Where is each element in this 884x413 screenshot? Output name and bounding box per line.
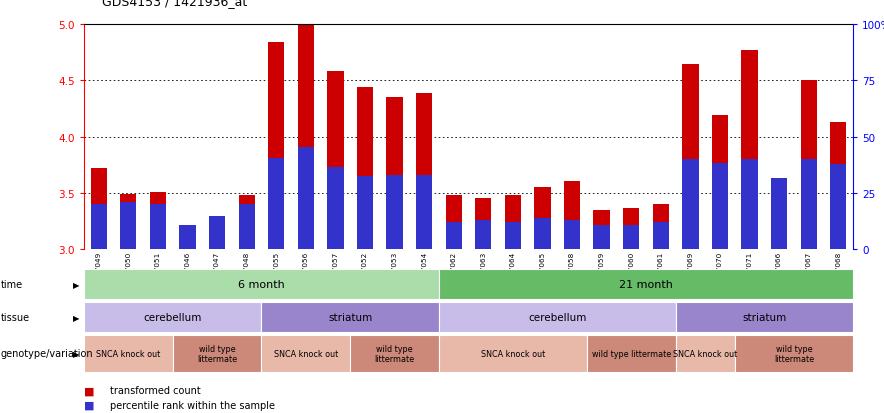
Bar bbox=[476, 198, 492, 250]
Text: ■: ■ bbox=[84, 400, 95, 410]
Bar bbox=[416, 93, 432, 250]
Bar bbox=[172, 335, 262, 372]
Bar bbox=[268, 43, 285, 250]
Text: percentile rank within the sample: percentile rank within the sample bbox=[110, 400, 276, 410]
Bar bbox=[262, 335, 350, 372]
Text: SNCA knock out: SNCA knock out bbox=[274, 349, 338, 358]
Text: genotype/variation: genotype/variation bbox=[1, 349, 94, 358]
Bar bbox=[675, 303, 853, 332]
Bar bbox=[505, 196, 521, 250]
Bar bbox=[564, 181, 580, 250]
Bar bbox=[239, 205, 255, 250]
Bar bbox=[593, 225, 610, 250]
Bar bbox=[209, 219, 225, 250]
Bar bbox=[91, 205, 107, 250]
Bar bbox=[712, 163, 728, 250]
Bar bbox=[682, 160, 698, 250]
Bar bbox=[682, 65, 698, 250]
Bar bbox=[534, 218, 551, 250]
Bar bbox=[386, 176, 403, 250]
Bar bbox=[771, 179, 788, 250]
Bar bbox=[84, 270, 439, 299]
Bar bbox=[593, 211, 610, 250]
Bar bbox=[439, 303, 675, 332]
Text: SNCA knock out: SNCA knock out bbox=[481, 349, 545, 358]
Bar bbox=[801, 81, 817, 250]
Bar bbox=[446, 223, 461, 250]
Bar bbox=[149, 205, 166, 250]
Text: SNCA knock out: SNCA knock out bbox=[96, 349, 161, 358]
Text: cerebellum: cerebellum bbox=[143, 313, 202, 323]
Bar bbox=[298, 147, 314, 250]
Text: tissue: tissue bbox=[1, 313, 30, 323]
Text: wild type
littermate: wild type littermate bbox=[375, 344, 415, 363]
Bar bbox=[652, 205, 669, 250]
Bar bbox=[534, 188, 551, 250]
Bar bbox=[439, 270, 853, 299]
Bar bbox=[623, 208, 639, 250]
Bar bbox=[675, 335, 735, 372]
Bar bbox=[742, 51, 758, 250]
Bar bbox=[91, 169, 107, 250]
Bar bbox=[476, 221, 492, 250]
Text: striatum: striatum bbox=[743, 313, 787, 323]
Bar bbox=[830, 123, 846, 250]
Text: wild type
littermate: wild type littermate bbox=[197, 344, 237, 363]
Bar bbox=[830, 164, 846, 250]
Bar bbox=[771, 180, 788, 250]
Bar bbox=[357, 177, 373, 250]
Bar bbox=[149, 192, 166, 250]
Text: ▶: ▶ bbox=[73, 349, 80, 358]
Bar bbox=[623, 225, 639, 250]
Bar bbox=[801, 160, 817, 250]
Text: 6 month: 6 month bbox=[238, 280, 285, 290]
Bar bbox=[652, 223, 669, 250]
Bar bbox=[505, 223, 521, 250]
Bar bbox=[84, 335, 172, 372]
Bar bbox=[262, 303, 439, 332]
Text: GDS4153 / 1421936_at: GDS4153 / 1421936_at bbox=[102, 0, 247, 8]
Text: cerebellum: cerebellum bbox=[528, 313, 586, 323]
Bar bbox=[327, 72, 344, 250]
Bar bbox=[209, 216, 225, 250]
Bar bbox=[268, 159, 285, 250]
Bar bbox=[120, 195, 136, 250]
Bar bbox=[712, 116, 728, 250]
Bar bbox=[416, 176, 432, 250]
Text: wild type littermate: wild type littermate bbox=[591, 349, 671, 358]
Bar bbox=[120, 203, 136, 250]
Text: transformed count: transformed count bbox=[110, 385, 202, 395]
Bar bbox=[239, 196, 255, 250]
Bar bbox=[179, 225, 195, 250]
Text: ■: ■ bbox=[84, 385, 95, 395]
Bar bbox=[735, 335, 853, 372]
Bar bbox=[327, 168, 344, 250]
Bar bbox=[446, 196, 461, 250]
Bar bbox=[179, 226, 195, 250]
Bar bbox=[357, 88, 373, 250]
Bar bbox=[350, 335, 439, 372]
Bar bbox=[587, 335, 675, 372]
Text: wild type
littermate: wild type littermate bbox=[774, 344, 814, 363]
Bar bbox=[386, 98, 403, 250]
Text: time: time bbox=[1, 280, 23, 290]
Text: ▶: ▶ bbox=[73, 280, 80, 289]
Bar bbox=[742, 160, 758, 250]
Bar bbox=[564, 221, 580, 250]
Bar bbox=[439, 335, 587, 372]
Text: SNCA knock out: SNCA knock out bbox=[673, 349, 737, 358]
Text: ▶: ▶ bbox=[73, 313, 80, 322]
Bar bbox=[298, 26, 314, 250]
Text: striatum: striatum bbox=[328, 313, 372, 323]
Bar bbox=[84, 303, 262, 332]
Text: 21 month: 21 month bbox=[619, 280, 673, 290]
